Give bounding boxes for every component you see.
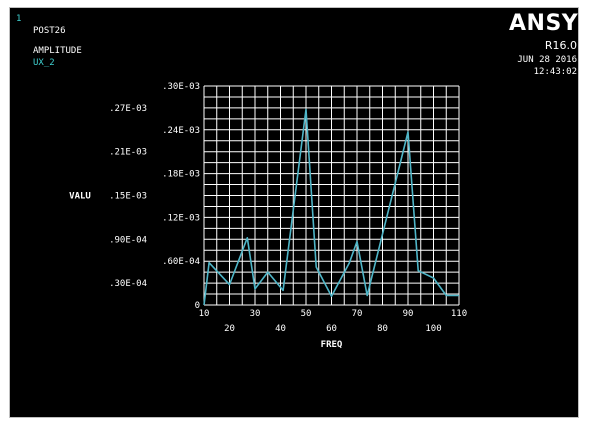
y-tick-label: .30E-03 bbox=[162, 82, 200, 92]
y-tick-label: 0 bbox=[195, 301, 200, 311]
x-tick-label: 60 bbox=[326, 324, 337, 334]
variable-label: UX_2 bbox=[33, 58, 55, 68]
tick-labels: 0 .60E-04 .12E-03 .18E-03 .24E-03 .30E-03 .30E… bbox=[69, 82, 467, 350]
y-tick-label: .12E-03 bbox=[162, 213, 200, 223]
y-tick-label: .15E-03 bbox=[109, 192, 147, 202]
y-tick-label: .21E-03 bbox=[109, 148, 147, 158]
y-tick-label: .60E-04 bbox=[162, 257, 200, 267]
series-layer bbox=[203, 108, 459, 306]
x-tick-label: 30 bbox=[250, 309, 261, 319]
series-line-1 bbox=[203, 108, 459, 306]
grid-lines bbox=[203, 85, 460, 306]
brand-logo: ANSYS bbox=[509, 11, 589, 36]
x-tick-label: 40 bbox=[275, 324, 286, 334]
y-tick-label: .30E-04 bbox=[109, 279, 147, 289]
x-tick-label: 10 bbox=[199, 309, 210, 319]
x-tick-label: 80 bbox=[377, 324, 388, 334]
y-tick-label: .24E-03 bbox=[162, 126, 200, 136]
plot-label: AMPLITUDE bbox=[33, 46, 82, 56]
y-tick-label: .27E-03 bbox=[109, 104, 147, 114]
module-name: POST26 bbox=[33, 26, 66, 36]
x-tick-label: 110 bbox=[451, 309, 467, 319]
x-tick-label: 100 bbox=[425, 324, 441, 334]
window-number: 1 bbox=[16, 14, 22, 24]
date-label: JUN 28 2016 bbox=[517, 55, 577, 65]
x-tick-label: 70 bbox=[352, 309, 363, 319]
y-tick-label: .18E-03 bbox=[162, 170, 200, 180]
time-label: 12:43:02 bbox=[533, 67, 577, 77]
y-axis-title: VALU bbox=[69, 192, 91, 202]
x-axis-title: FREQ bbox=[321, 340, 343, 350]
graphics-window bbox=[9, 7, 579, 418]
y-tick-label: .90E-04 bbox=[109, 235, 147, 245]
x-tick-label: 20 bbox=[224, 324, 235, 334]
release-label: R16.0 bbox=[544, 39, 577, 52]
x-tick-label: 50 bbox=[301, 309, 312, 319]
x-tick-label: 90 bbox=[403, 309, 414, 319]
